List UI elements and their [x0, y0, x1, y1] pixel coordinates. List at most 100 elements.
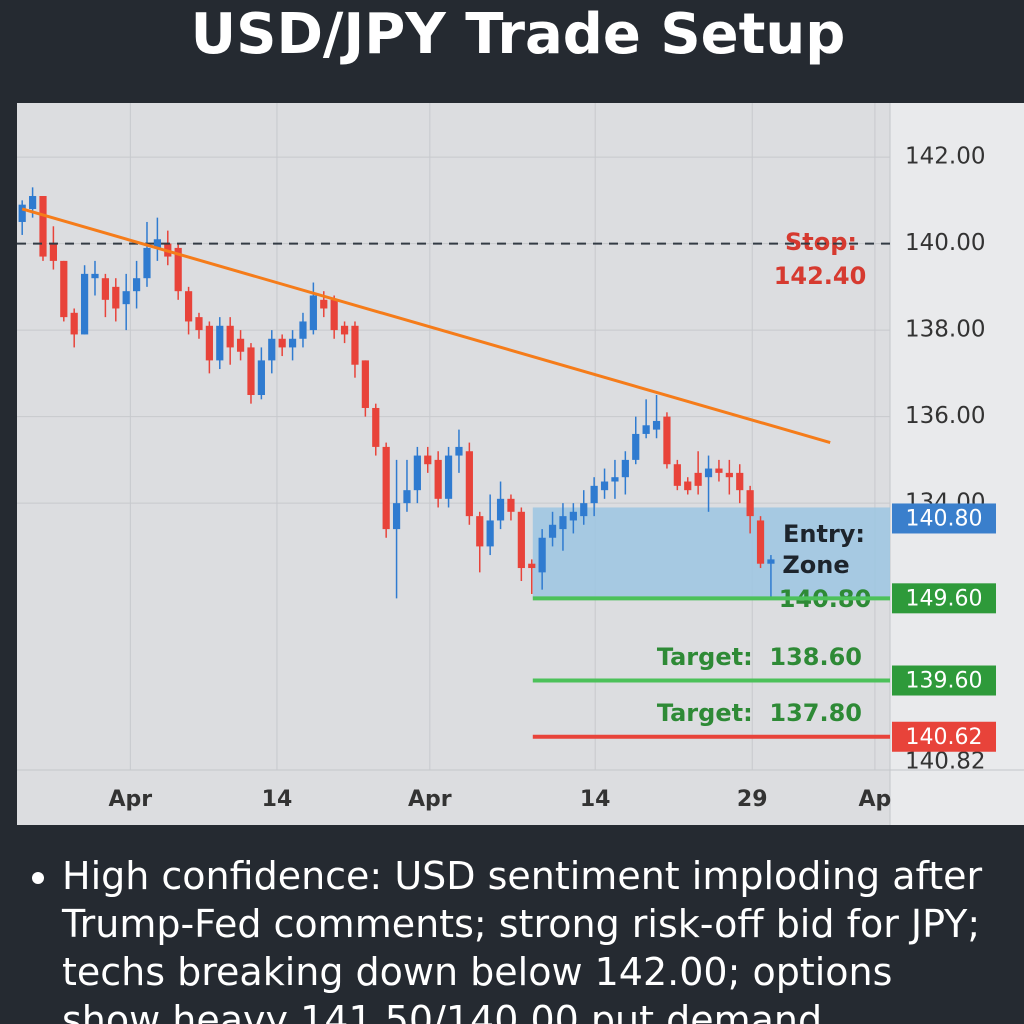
- price-tag-label: 140.62: [906, 725, 983, 750]
- candle-body: [174, 247, 182, 292]
- axis-note: 140.82: [905, 749, 985, 775]
- candle-body: [403, 490, 411, 504]
- y-tick-label: 136.00: [905, 403, 985, 429]
- entry-zone: Zone: [782, 551, 849, 579]
- candle-body: [299, 321, 307, 339]
- candle-body: [725, 472, 733, 478]
- marks: [18, 187, 775, 599]
- candle-body: [611, 477, 619, 482]
- candle-body: [216, 325, 224, 361]
- candle-body: [704, 468, 713, 478]
- candle-body: [590, 485, 598, 504]
- stop-label: Stop:: [785, 228, 857, 256]
- price-tag: [892, 583, 996, 614]
- candle-body: [361, 360, 369, 408]
- candle-body: [247, 347, 255, 396]
- candle-body: [392, 503, 401, 530]
- candle-body: [455, 446, 463, 456]
- stop-value: 142.40: [774, 262, 867, 290]
- candle-body: [652, 420, 661, 430]
- candle-body: [132, 278, 141, 292]
- candle-body: [746, 490, 754, 517]
- candle-body: [112, 286, 120, 309]
- candle-body: [153, 239, 161, 248]
- candle-body: [538, 537, 546, 573]
- price-tag: [892, 721, 996, 752]
- price-tag-label: 140.80: [906, 506, 983, 531]
- y-tick-label: 138.00: [905, 317, 985, 343]
- candle-body: [756, 520, 765, 564]
- candle-body: [694, 472, 702, 486]
- candle-body: [18, 204, 26, 222]
- candle-body: [580, 503, 588, 517]
- candle-body: [621, 459, 629, 478]
- candle-body: [413, 455, 421, 491]
- candle-body: [184, 291, 193, 322]
- candle-body: [309, 295, 317, 331]
- candle-body: [91, 273, 99, 279]
- price-tag-label: 149.60: [906, 586, 983, 611]
- overlays: 140.82 Stop: 142.40 Entry: Zone 140.80 T…: [17, 207, 996, 775]
- candle-body: [330, 299, 338, 331]
- trendline: [21, 207, 831, 445]
- price-tag: [892, 665, 996, 696]
- chart-title: USD/JPY Trade Setup: [191, 2, 846, 67]
- x-tick-label: Ap: [859, 787, 892, 812]
- candle-body: [382, 446, 390, 530]
- candle-body: [507, 498, 515, 512]
- y-tick-label: 142.00: [905, 144, 985, 170]
- candle-body: [80, 273, 89, 335]
- candle-body: [434, 459, 442, 499]
- candle-body: [60, 260, 68, 318]
- candle-body: [195, 317, 203, 331]
- candle-body: [642, 425, 650, 434]
- candle-body: [663, 416, 671, 465]
- candle-body: [424, 455, 432, 465]
- target-label: Target: 137.80: [657, 699, 862, 727]
- candle-body: [49, 243, 57, 261]
- candle-body: [278, 338, 286, 348]
- candle-body: [101, 278, 109, 300]
- candle-body: [548, 524, 557, 538]
- entry-label: Entry:: [783, 520, 865, 548]
- candle-body: [528, 563, 536, 569]
- candle-body: [736, 472, 744, 491]
- candle-body: [465, 451, 473, 517]
- candle-body: [288, 338, 297, 348]
- candle-body: [39, 196, 47, 257]
- x-tick-label: 29: [737, 787, 768, 812]
- chart: USD/JPY Trade Setup 142.00 140.00 138.00 13…: [17, 2, 1024, 825]
- candle-body: [559, 516, 567, 530]
- y-tick-label: 140.00: [905, 230, 985, 256]
- candle-body: [486, 520, 494, 547]
- candle-body: [257, 360, 265, 396]
- candle-body: [122, 291, 130, 305]
- candle-body: [320, 299, 328, 309]
- candle-body: [517, 511, 525, 569]
- candle-body: [205, 325, 213, 361]
- x-tick-label: 14: [262, 787, 293, 812]
- candle-body: [351, 325, 359, 365]
- candle-body: [476, 516, 484, 547]
- candle-body: [143, 247, 151, 279]
- candle-body: [684, 481, 692, 491]
- candle-body: [715, 468, 723, 473]
- plot-area: [17, 103, 890, 825]
- candle-body: [28, 196, 37, 209]
- candle-body: [444, 455, 453, 499]
- candle-body: [569, 511, 577, 521]
- axis-area: [890, 103, 1024, 825]
- price-tag: [892, 503, 996, 534]
- candle-body: [767, 559, 775, 564]
- x-tick-label: Apr: [408, 787, 452, 812]
- candle-body: [600, 481, 609, 491]
- x-tick-label: 14: [580, 787, 611, 812]
- note: High confidence: USD sentiment imploding…: [30, 852, 990, 1024]
- candle-body: [496, 498, 505, 521]
- candle-body: [632, 433, 640, 460]
- notes: High confidence: USD sentiment imploding…: [30, 852, 990, 1024]
- target-label: Target: 138.60: [657, 643, 862, 671]
- candle-body: [372, 407, 380, 447]
- candle-body: [340, 325, 349, 335]
